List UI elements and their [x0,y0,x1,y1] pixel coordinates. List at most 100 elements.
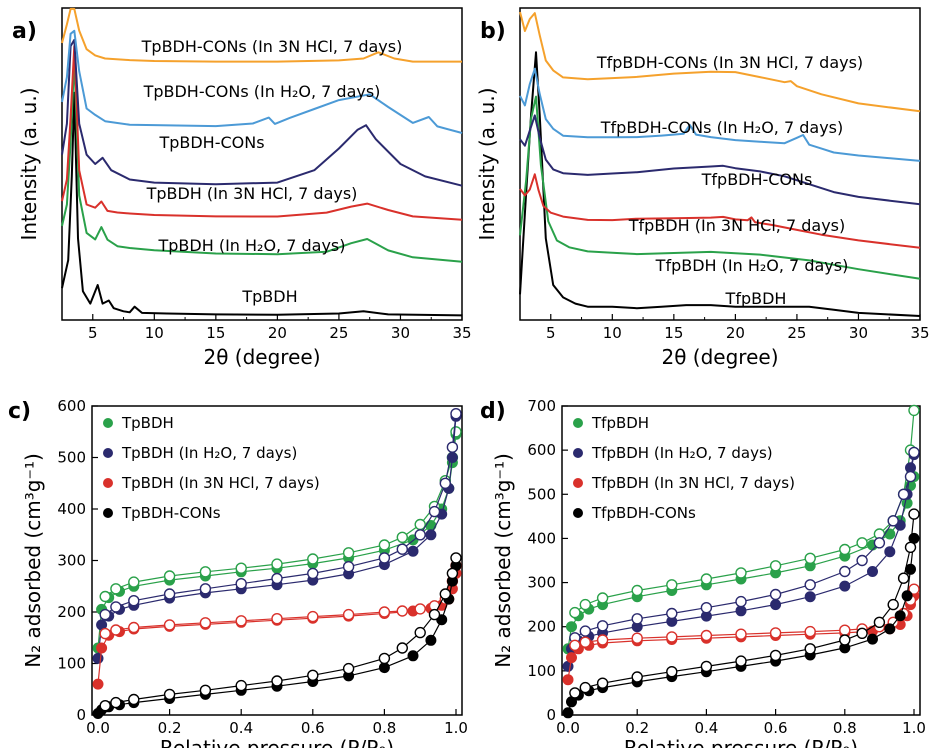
desorption-point [631,671,643,683]
y-tick-label: 100 [527,662,556,680]
x-axis-label: 2θ (degree) [203,345,320,369]
y-tick-label: 500 [57,449,86,467]
desorption-point [579,636,591,648]
plot-frame [61,7,463,321]
y-axis-label: N₂ adsorbed (cm³g⁻¹) [21,453,45,668]
legend-label-tpbdh-in-3n-hcl-7-days: TpBDH (In 3N HCl, 7 days) [121,474,320,492]
x-tick-label: 15 [664,324,683,342]
x-tick-label: 1.0 [444,719,468,737]
desorption-point [378,652,391,665]
x-tick-label: 0.2 [158,719,182,737]
desorption-point [735,628,747,640]
y-tick-label: 300 [527,574,556,592]
desorption-point [235,679,247,692]
curve-tfpbdh-in-h-o-7-days [519,95,921,280]
curve-label-tpbdh-in-3n-hcl-7-days: TpBDH (In 3N HCl, 7 days) [146,184,358,203]
x-tick-label: 0.4 [694,719,718,737]
desorption-point [596,634,609,646]
desorption-point [839,543,851,556]
adsorption-point [562,674,574,686]
desorption-point [666,631,678,643]
legend-label-tfpbdh-in-3n-hcl-7-days: TfpBDH (In 3N HCl, 7 days) [591,474,795,492]
y-tick-label: 400 [527,529,556,547]
adsorption-point [884,528,896,540]
x-tick-label: 25 [787,324,806,342]
desorption-point [839,565,851,578]
adsorption-point [884,546,896,558]
adsorption-point [446,452,458,463]
curve-tpbdh-cons [61,38,463,187]
desorption-point [666,579,678,591]
legend-label-tpbdh-cons: TpBDH-CONs [121,504,221,522]
x-tick-label: 20 [726,324,745,342]
desorption-point [735,595,747,608]
desorption-point [307,553,319,565]
y-axis-label: N₂ adsorbed (cm³g⁻¹) [491,453,515,668]
desorption-point [271,572,283,585]
desorption-point [163,570,176,582]
desorption-point [569,687,581,699]
desorption-point [804,643,816,655]
desorption-point [271,558,283,570]
desorption-point [99,627,111,640]
desorption-point [199,566,212,578]
y-tick-label: 500 [527,485,556,503]
x-tick-label: 15 [206,324,225,342]
desorption-point [307,669,319,681]
x-tick-label: 0.4 [229,719,253,737]
desorption-point [396,605,408,617]
desorption-point [342,608,355,621]
desorption-point [342,662,355,675]
adsorption-point [894,610,906,622]
desorption-point [908,508,920,520]
desorption-point [396,531,408,543]
y-axis-label: Intensity (a. u.) [475,87,499,240]
desorption-point [199,583,212,595]
desorption-point [128,595,140,607]
plot-frame [519,7,921,321]
y-tick-label: 600 [527,441,556,459]
adsorption-point [735,605,747,617]
desorption-point [99,608,111,621]
x-tick-label: 0.0 [556,719,580,737]
desorption-point [631,584,643,597]
desorption-point [769,560,782,572]
desorption-point [235,615,247,627]
legend: TfpBDH TfpBDH (In H₂O, 7 days) TfpBDH (In … [573,414,795,522]
desorption-point [700,573,713,585]
legend-label-tpbdh-in-h-o-7-days: TpBDH (In H₂O, 7 days) [121,444,297,462]
x-tick-label: 0.6 [764,719,788,737]
desorption-point [700,660,713,673]
legend-marker [103,418,113,428]
panel-c: c) 0.0 0.2 0.4 0.6 0.8 1.0 0 100 200 300 400 500 600 R… [8,397,468,752]
x-tick-label: 0.8 [833,719,857,737]
y-tick-label: 200 [527,618,556,636]
desorption-point [856,627,868,639]
desorption-point [904,541,917,553]
y-tick-label: 400 [57,500,86,518]
desorption-point [396,543,408,555]
adsorption-point [407,545,419,557]
curve-tfpbdh-cons-in-3n-hcl-7-days [519,11,921,113]
x-tick-label: 10 [145,324,164,342]
panel-a: a) 5 10 15 20 25 30 35 2θ (degree) Intensity (a. … [12,7,472,369]
desorption-point [769,627,782,639]
legend-marker [573,418,583,428]
adsorption-point [407,650,419,662]
desorption-point [579,625,591,637]
desorption-point [873,537,886,549]
series-tfpbdh [562,404,920,655]
desorption-point [666,666,678,678]
desorption-point [908,583,920,595]
adsorption-point [425,529,437,541]
desorption-point [700,602,713,614]
desorption-point [873,616,886,628]
legend-label-tfpbdh-in-h-o-7-days: TfpBDH (In H₂O, 7 days) [591,444,773,462]
desorption-point [271,613,283,625]
desorption-point [450,426,462,438]
desorption-point [666,607,678,620]
curve-label-tpbdh-in-h-o-7-days: TpBDH (In H₂O, 7 days) [157,236,345,255]
y-tick-label: 0 [546,706,556,724]
desorption-point [163,688,176,701]
